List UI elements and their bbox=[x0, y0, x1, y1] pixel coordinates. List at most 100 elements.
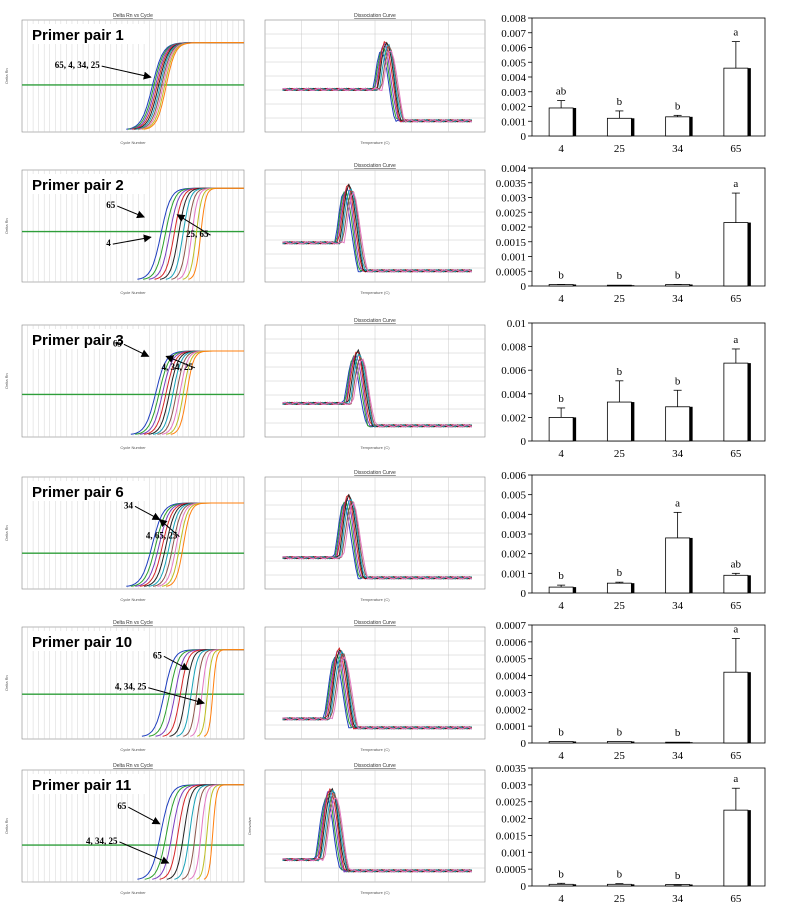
bar bbox=[723, 362, 749, 442]
bar-chart: 0 0.002 0.004 0.006 0.008 0.01 b 4 b 25 b 34 a 65 bbox=[501, 318, 766, 460]
curve-annotation: 4, 34, 25 bbox=[86, 836, 118, 846]
primer-label-bg bbox=[28, 24, 146, 44]
x-tick-label: 4 bbox=[558, 143, 564, 155]
x-tick-label: 34 bbox=[672, 448, 684, 460]
amplification-curve bbox=[170, 350, 244, 435]
amp-y-label: Delta Rn bbox=[4, 525, 9, 541]
significance-letter: b bbox=[558, 570, 564, 582]
bar bbox=[723, 574, 749, 594]
y-tick-label: 0.0035 bbox=[496, 178, 527, 190]
amplification-plot: Cycle Number Delta Rn Primer pair 2 65 4 25, … bbox=[4, 169, 245, 295]
figure-row: Cycle Number Delta Rn Primer pair 6 34 4, 65… bbox=[0, 467, 785, 617]
y-tick-label: 0.001 bbox=[501, 847, 526, 859]
bar bbox=[723, 809, 749, 887]
diss-plot-title: Dissociation Curve bbox=[354, 318, 396, 324]
chart-frame bbox=[531, 474, 766, 594]
x-tick-label: 25 bbox=[614, 448, 626, 460]
bar bbox=[606, 284, 632, 287]
melt-curve bbox=[282, 191, 473, 273]
amp-x-label: Cycle Number bbox=[120, 890, 146, 895]
annotation-arrow bbox=[134, 505, 161, 521]
diss-plot-title: Dissociation Curve bbox=[354, 163, 396, 169]
amplification-plot: Delta Rn vs Cycle Cycle Number Delta Rn Pri… bbox=[4, 763, 245, 895]
bar bbox=[606, 401, 632, 442]
amplification-curve bbox=[203, 784, 244, 880]
bar bbox=[606, 741, 632, 744]
x-tick-label: 34 bbox=[672, 143, 684, 155]
figure-row: Delta Rn vs Cycle Cycle Number Delta Rn Pri… bbox=[0, 760, 785, 910]
y-tick-label: 0.002 bbox=[501, 412, 526, 424]
diss-plot-title: Dissociation Curve bbox=[354, 620, 396, 626]
y-tick-label: 0.004 bbox=[501, 389, 526, 401]
bar bbox=[548, 107, 574, 137]
primer-label-bg bbox=[28, 774, 146, 794]
amp-x-label: Cycle Number bbox=[120, 140, 146, 145]
dissociation-plot: Dissociation Curve Temperature (C) bbox=[264, 163, 486, 295]
diss-x-label: Temperature (C) bbox=[360, 140, 390, 145]
x-tick-label: 25 bbox=[614, 143, 626, 155]
amp-x-label: Cycle Number bbox=[120, 597, 146, 602]
annotation-arrow bbox=[123, 343, 150, 357]
amplification-plot: Cycle Number Delta Rn Primer pair 634 4, 65… bbox=[4, 476, 245, 602]
y-tick-label: 0.0007 bbox=[496, 620, 527, 632]
dissociation-plot: Dissociation Curve Temperature (C) Derivat… bbox=[247, 763, 486, 895]
significance-letter: a bbox=[733, 178, 738, 190]
melt-curve bbox=[282, 358, 473, 428]
primer-label-bg bbox=[28, 329, 146, 349]
significance-letter: b bbox=[675, 870, 681, 882]
y-tick-label: 0.002 bbox=[501, 549, 526, 561]
x-tick-label: 34 bbox=[672, 293, 684, 305]
significance-letter: b bbox=[675, 100, 681, 112]
amp-y-label: Delta Rn bbox=[4, 68, 9, 84]
x-tick-label: 25 bbox=[614, 600, 626, 612]
y-tick-label: 0.0005 bbox=[496, 654, 527, 666]
amp-y-label: Delta Rn bbox=[4, 818, 9, 834]
bar bbox=[606, 117, 632, 137]
y-tick-label: 0.002 bbox=[501, 814, 526, 826]
y-tick-label: 0.003 bbox=[501, 780, 526, 792]
annotation-arrow bbox=[112, 234, 152, 245]
melt-curve bbox=[282, 183, 473, 273]
y-tick-label: 0.001 bbox=[501, 252, 526, 264]
primer-pair-label: Primer pair 10 bbox=[32, 634, 132, 651]
amp-y-label: Delta Rn bbox=[4, 675, 9, 691]
amp-x-label: Cycle Number bbox=[120, 747, 146, 752]
row-canvas: Delta Rn vs Cycle Cycle Number Delta Rn Pri… bbox=[4, 13, 766, 155]
diss-x-label: Temperature (C) bbox=[360, 747, 390, 752]
y-tick-label: 0 bbox=[521, 281, 527, 293]
bar bbox=[723, 222, 749, 287]
y-tick-label: 0.008 bbox=[501, 342, 526, 354]
amplification-plot: Delta Rn vs Cycle Cycle Number Delta Rn Pri… bbox=[4, 13, 245, 145]
x-tick-label: 4 bbox=[558, 893, 564, 905]
diss-x-label: Temperature (C) bbox=[360, 290, 390, 295]
y-tick-label: 0.006 bbox=[501, 365, 526, 377]
x-tick-label: 34 bbox=[672, 893, 684, 905]
curve-annotation: 4, 34, 25 bbox=[161, 362, 193, 372]
y-tick-label: 0.003 bbox=[501, 529, 526, 541]
significance-letter: a bbox=[733, 334, 738, 346]
significance-letter: b bbox=[617, 366, 623, 378]
figure-row: Cycle Number Delta Rn Primer pair 2 65 4 25, … bbox=[0, 160, 785, 310]
x-tick-label: 34 bbox=[672, 750, 684, 762]
figure-row: Delta Rn vs Cycle Cycle Number Delta Rn Pri… bbox=[0, 617, 785, 767]
x-tick-label: 4 bbox=[558, 293, 564, 305]
significance-letter: ab bbox=[556, 86, 567, 98]
y-tick-label: 0 bbox=[521, 881, 527, 893]
x-tick-label: 65 bbox=[730, 600, 742, 612]
y-tick-label: 0.001 bbox=[501, 568, 526, 580]
curve-annotation: 65 bbox=[153, 650, 163, 660]
dissociation-plot: Dissociation Curve Temperature (C) bbox=[264, 470, 486, 602]
curve-annotation: 34 bbox=[124, 500, 134, 510]
amp-y-label: Delta Rn bbox=[4, 218, 9, 234]
primer-label-bg bbox=[28, 174, 146, 194]
y-tick-label: 0.0001 bbox=[496, 721, 526, 733]
dissociation-plot: Dissociation Curve Temperature (C) bbox=[264, 620, 486, 752]
significance-letter: b bbox=[675, 375, 681, 387]
significance-letter: b bbox=[617, 869, 623, 881]
y-tick-label: 0.0005 bbox=[496, 864, 527, 876]
bar bbox=[723, 671, 749, 744]
diss-x-label: Temperature (C) bbox=[360, 445, 390, 450]
bar-chart: 0 0.0005 0.001 0.0015 0.002 0.0025 0.003 0.0035… bbox=[496, 763, 766, 905]
dissociation-plot: Dissociation Curve Temperature (C) bbox=[264, 13, 486, 145]
